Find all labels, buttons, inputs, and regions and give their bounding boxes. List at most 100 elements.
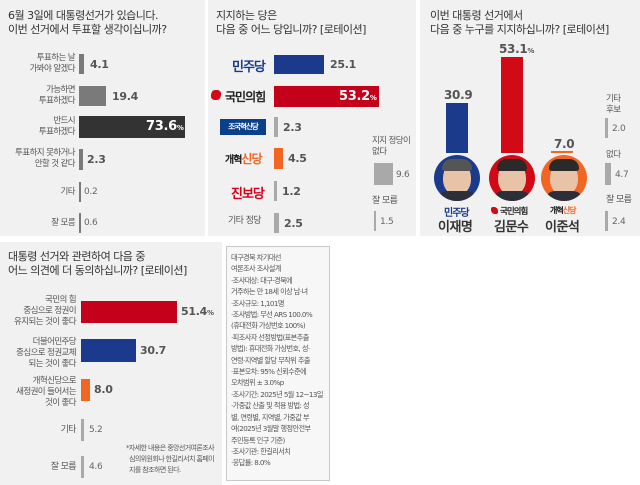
candidate-photo-lee-js [541,155,587,201]
q1-label-4b: 안할 것 같다 [34,159,76,169]
q4-label-3a: 개혁신당으로 [32,376,77,386]
q1-label-1a: 투표하는 날 [36,53,76,63]
q4-value-3: 8.0 [94,383,113,396]
q4-bar-3 [81,379,90,401]
q2-label-none-b: 없다 [372,147,387,157]
q3-party-kim: 국민의힘 [500,207,528,217]
q3-value-none: 4.7 [615,170,629,180]
survey-line: ·조사대상: 대구·경북에 [231,275,293,285]
candidate-name-lee-js: 이준석 [545,220,580,235]
q1-label-3b: 투표하겠다 [38,127,76,137]
q2-value-other: 2.5 [284,217,303,230]
q2-bar-progressive [274,181,277,201]
survey-line: ·가중값 산출 및 적용 방법: 성 [231,401,310,411]
q1-title-line1: 6월 3일에 대통령선거가 있습니다. [8,9,159,22]
q2-bar-other [274,213,279,233]
q4-bar-4 [81,419,84,441]
q4-value-1: 51.4% [181,305,214,318]
ppp-logo-icon [491,207,498,214]
survey-line: ·응답률: 8.0% [231,458,271,468]
q4-label-2c: 되는 것이 좋다 [28,359,76,369]
survey-line: ·조사기관: 한길리서치 [231,446,291,456]
q1-bar-2 [79,86,106,106]
q3-bar-other [605,118,608,138]
candidate-photo-lee [434,155,480,201]
q2-title-line2: 다음 중 어느 당입니까? [로테이션] [216,23,366,36]
survey-line: ·표본오차: 95% 신뢰수준에 [231,367,307,377]
q2-value-reform: 4.5 [288,152,307,165]
survey-line: 연령·지역별 할당 무작위 추출 [231,355,310,365]
survey-line: 여론조사 조사설계 [231,264,281,274]
q4-label-3b: 새정권이 들어서는 [16,387,76,397]
q1-value-1: 4.1 [90,58,109,71]
reform-party-logo: 개혁신당 [225,152,263,166]
q1-bar-1 [79,54,84,74]
q1-label-2b: 투표하겠다 [38,96,76,106]
candidate-name-kim: 김문수 [494,220,529,235]
q4-footnote-1: *자세한 내용은 중앙선거여론조사 [126,444,215,452]
candidate-photo-kim [489,155,535,201]
q3-party-lee: 민주당 [444,208,470,219]
q1-label-4a: 투표하지 못하거나 [15,148,75,158]
q1-bar-5 [79,182,81,202]
q3-value-other: 2.0 [612,124,626,134]
candidate-name-lee: 이재명 [438,220,473,235]
q3-bar-none [605,163,611,185]
q3-label-other-a: 기타 [606,94,621,104]
ppp-logo: 국민의힘 [225,90,266,104]
survey-line: 방법): 휴대전화 가상번호, 성· [231,344,310,354]
q3-party-lee-js: 개혁신당 [550,206,576,215]
q1-value-2: 19.4 [112,90,138,103]
q3-label-unknown: 잘 모름 [606,195,632,205]
q3-bar-lee-js [551,151,573,153]
q4-label-2a: 더불어민주당 [32,337,77,347]
q3-label-none: 없다 [606,150,621,160]
q3-value-unknown: 2.4 [612,217,626,227]
survey-line: 별, 연령별, 지역별, 가중값 부 [231,412,310,422]
panel-candidate-support: 이번 대통령 선거에서 다음 중 누구를 지지하십니까? [로테이션] 30.9… [420,0,640,236]
survey-line: 오차범위 ± 3.0%p [231,378,284,388]
panel-vote-intention: 6월 3일에 대통령선거가 있습니다. 이번 선거에서 투표할 생각이십니까? … [0,0,205,236]
q3-bar-lee [446,103,468,153]
q1-label-1b: 가봐야 알겠다 [29,64,76,74]
survey-line: 주민등록 인구 기준) [231,435,285,445]
survey-line: 거주하는 만 18세 이상 남·녀 [231,287,308,297]
q2-value-ppp: 53.2% [339,89,377,104]
rebuilding-korea-party-logo: 조국혁신당 [220,119,266,135]
democratic-party-logo: 민주당 [232,60,266,75]
q2-bar-reform [274,148,283,169]
panel-opinion: 대통령 선거와 관련하여 다음 중 어느 의견에 더 동의하십니까? [로테이션… [0,242,222,485]
q1-title-line2: 이번 선거에서 투표할 생각이십니까? [8,23,167,36]
survey-design-box: 대구경북 차기대선 여론조사 조사설계 ·조사대상: 대구·경북에 거주하는 만… [226,246,330,481]
q4-title-line2: 어느 의견에 더 동의하십니까? [로테이션] [8,264,187,277]
q3-value-lee: 30.9 [444,88,473,102]
q2-bar-unknown [374,211,376,231]
q2-bar-ppp [274,86,379,107]
survey-line: 여(2025년 3월말 행정안전부 [231,424,311,434]
q1-bar-3 [79,116,185,138]
q1-value-5: 0.2 [84,187,98,197]
q3-bar-kim [501,57,523,153]
q2-bar-none [374,163,393,185]
q4-label-1a: 국민의 힘 [45,295,77,305]
q1-bar-6 [79,213,81,233]
survey-line: ·조사방법: 무선 ARS 100.0% [231,310,313,320]
q2-value-democratic: 25.1 [330,58,356,71]
q1-label-6: 잘 모름 [51,218,75,228]
q4-label-1b: 중심으로 정권이 [23,306,76,316]
q3-value-kim: 53.1% [499,42,535,56]
q3-title-line1: 이번 대통령 선거에서 [430,9,523,22]
q2-bar-democratic [274,55,324,74]
q2-title-line1: 지지하는 당은 [216,9,277,22]
q4-bar-2 [81,339,136,362]
q1-label-5: 기타 [60,187,76,197]
q4-label-2b: 중심으로 정권교체 [16,348,76,358]
q2-label-other: 기타 정당 [228,216,262,226]
q4-bar-5 [81,456,84,478]
q1-value-6: 0.6 [84,218,98,228]
q4-value-5: 4.6 [89,462,103,472]
q1-value-4: 2.3 [87,153,106,166]
q2-value-unknown: 1.5 [380,217,394,227]
q4-label-5: 잘 모름 [50,462,77,472]
q4-footnote-2: 심의위원회나 한길리서치 홈페이 [129,455,215,463]
